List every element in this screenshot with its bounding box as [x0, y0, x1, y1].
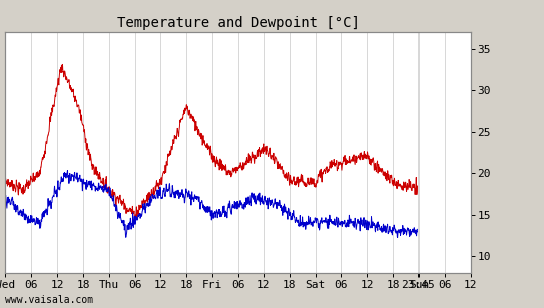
- Text: www.vaisala.com: www.vaisala.com: [5, 295, 94, 305]
- Title: Temperature and Dewpoint [°C]: Temperature and Dewpoint [°C]: [116, 16, 360, 30]
